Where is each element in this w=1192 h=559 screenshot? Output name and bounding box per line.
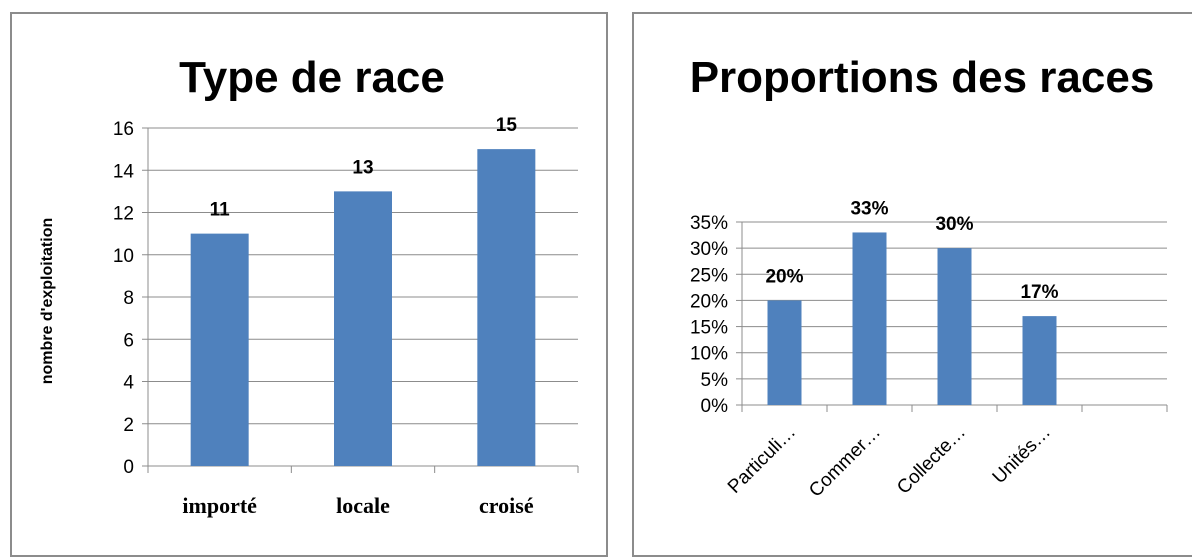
chart-proportions-des-races: Proportions des races 0% 5% 10% 15% 20% 25% 30… [690, 53, 1168, 502]
bar [334, 191, 392, 466]
data-label: 33% [850, 198, 888, 219]
chart-title: Proportions des races [690, 53, 1155, 102]
y-tick-label: 10 [113, 246, 134, 267]
y-tick-label: 25% [690, 265, 728, 286]
y-tick-label: 20% [690, 291, 728, 312]
y-tick-label: 0 [123, 457, 134, 478]
chart-title: Type de race [179, 53, 445, 102]
data-label: 13 [352, 157, 373, 178]
x-tick-label: Particuli… [724, 422, 800, 498]
data-label: 17% [1020, 282, 1058, 303]
y-tick-label: 2 [123, 415, 134, 436]
y-tick-label: 30% [690, 239, 728, 260]
y-tick-label: 0% [701, 396, 729, 417]
bar [1022, 316, 1057, 405]
y-axis-label: nombre d'exploitation [39, 218, 56, 384]
data-label: 15 [496, 115, 518, 136]
x-tick-label: locale [336, 493, 390, 518]
chart-type-de-race: Type de race nombre d'exploitation 0 2 4 6 8… [39, 53, 579, 518]
x-tick-label: importé [182, 493, 257, 518]
data-label: 30% [935, 214, 973, 235]
y-tick-label: 5% [701, 370, 729, 391]
bar [477, 149, 536, 466]
y-tick-label: 10% [690, 344, 728, 365]
y-tick-label: 12 [113, 204, 134, 225]
x-tick-label: Commer… [805, 422, 885, 502]
data-label: 11 [210, 200, 231, 221]
bar [852, 232, 887, 405]
chart-panel-proportions-des-races: Proportions des races 0% 5% 10% 15% 20% 25% 30… [632, 12, 1192, 557]
bar [767, 300, 802, 405]
bar [937, 248, 972, 405]
chart-panel-type-de-race: Type de race nombre d'exploitation 0 2 4 6 8… [10, 12, 608, 557]
x-tick-label: croisé [479, 493, 534, 518]
y-tick-label: 16 [113, 119, 134, 140]
y-tick-label: 15% [690, 318, 728, 339]
x-tick-label: Collecte… [893, 422, 970, 499]
y-tick-label: 14 [113, 161, 135, 182]
y-tick-label: 6 [123, 330, 134, 351]
data-label: 20% [765, 266, 803, 287]
y-tick-label: 8 [123, 288, 134, 309]
x-tick-label: Unités… [989, 422, 1055, 488]
y-tick-label: 4 [123, 373, 134, 394]
y-tick-label: 35% [690, 213, 728, 234]
bar [190, 233, 249, 466]
